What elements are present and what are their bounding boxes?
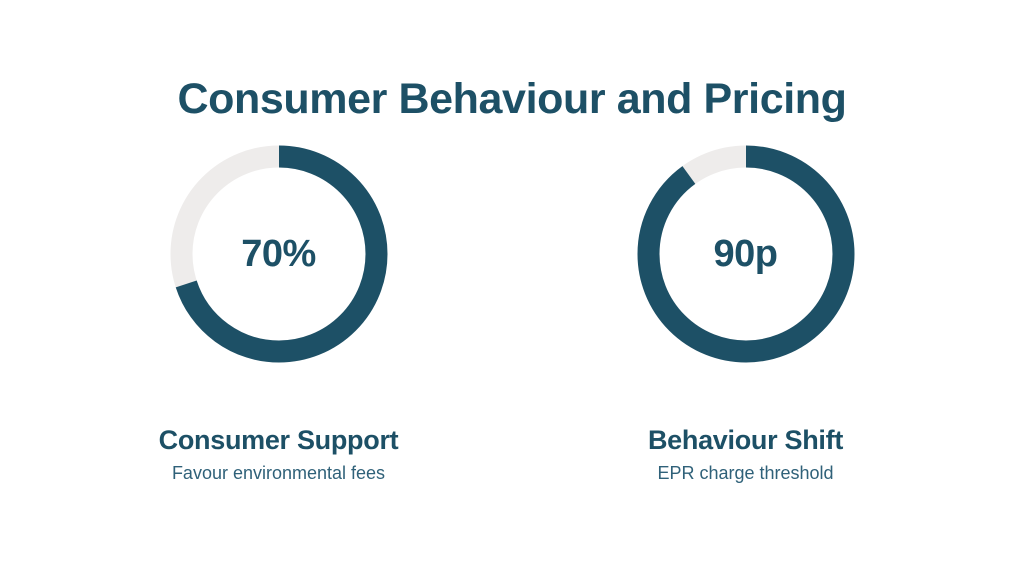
donut-svg-consumer-support [170,145,387,363]
gauge-card-behaviour-shift: 90p Behaviour Shift EPR charge threshold [512,145,979,485]
donut-svg-behaviour-shift [637,145,854,363]
gauge-label-behaviour-shift: Behaviour Shift [647,425,844,455]
donut-chart-behaviour-shift: 90p [637,145,855,363]
gauge-card-consumer-support: 70% Consumer Support Favour environmenta… [45,145,512,485]
donut-center-value-consumer-support: 70% [241,232,316,275]
gauge-row: 70% Consumer Support Favour environmenta… [0,145,1024,505]
page-title: Consumer Behaviour and Pricing [177,75,847,123]
gauge-sublabel-consumer-support: Favour environmental fees [171,463,386,484]
donut-chart-consumer-support: 70% [170,145,388,363]
donut-value-arc-behaviour-shift [637,145,854,363]
gauge-sublabel-behaviour-shift: EPR charge threshold [657,463,834,484]
gauge-label-consumer-support: Consumer Support [158,425,399,455]
donut-center-value-behaviour-shift: 90p [713,232,778,275]
donut-value-arc-consumer-support [170,145,387,363]
